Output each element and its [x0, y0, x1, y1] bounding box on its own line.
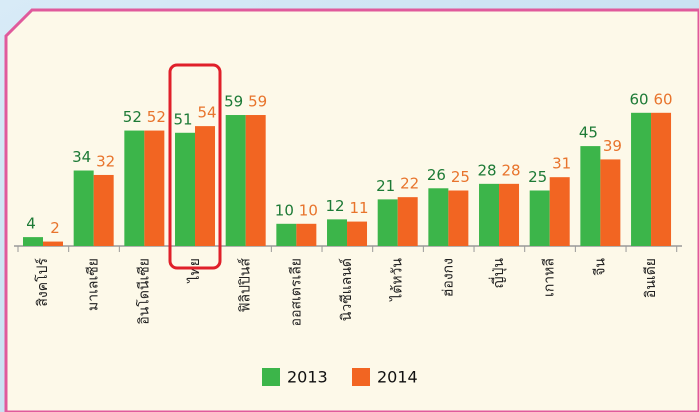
category-label: ฟิลิปปินส์: [237, 258, 254, 313]
category-label: จีน: [592, 258, 608, 276]
bar: [245, 115, 266, 247]
bar: [479, 183, 500, 246]
legend: 2013 2014: [262, 368, 418, 387]
category-label: ออสเตรเลีย: [288, 258, 304, 326]
bar: [225, 115, 246, 247]
value-label: 2: [50, 219, 60, 237]
highlight-box: [168, 63, 222, 270]
value-label: 59: [224, 93, 243, 111]
value-label: 54: [197, 104, 216, 122]
bar: [377, 199, 398, 246]
value-label: 28: [501, 161, 520, 179]
bar: [23, 237, 43, 246]
category-label: อินโดนีเซีย: [135, 258, 152, 325]
bar: [600, 159, 621, 246]
bar: [43, 241, 63, 246]
bar: [175, 132, 196, 246]
category-label: ไต้หวัน: [389, 258, 406, 302]
category-label: นิวซีแลนด์: [338, 258, 355, 321]
category-label: ญี่ปุ่น: [489, 258, 507, 289]
bar: [124, 130, 145, 246]
value-label: 11: [349, 199, 368, 217]
bar: [448, 190, 469, 246]
bars: 4 2 สิงคโปร์ 34 32 มาเลเซีย 52 52 อินโดนีเซีย 51 5…: [23, 90, 673, 326]
value-label: 51: [173, 110, 192, 128]
bar: [428, 188, 449, 246]
category-label: มาเลเซีย: [86, 258, 102, 311]
bar: [195, 126, 216, 246]
bar: [73, 170, 94, 246]
legend-swatch: [262, 368, 280, 386]
bar: [499, 183, 520, 246]
bar: [347, 221, 368, 246]
value-label: 26: [427, 166, 446, 184]
bar: [651, 112, 672, 246]
value-label: 52: [147, 108, 166, 126]
category-label: สิงคโปร์: [34, 258, 51, 307]
legend-label: 2014: [377, 368, 418, 387]
value-label: 39: [603, 137, 622, 155]
value-label: 32: [96, 152, 115, 170]
category-label: ฮ่องกง: [440, 258, 456, 297]
bar: [93, 174, 114, 246]
value-label: 10: [275, 201, 294, 219]
bar: [296, 223, 317, 246]
legend-label: 2013: [287, 368, 328, 387]
category-label: เกาหลี: [542, 258, 558, 297]
bar: [144, 130, 165, 246]
bar: [580, 146, 601, 246]
value-label: 22: [400, 175, 419, 193]
value-label: 45: [579, 124, 598, 142]
bar: [631, 112, 652, 246]
value-label: 52: [123, 108, 142, 126]
bar: [549, 177, 570, 246]
legend-swatch: [352, 368, 370, 386]
value-label: 25: [451, 168, 470, 186]
bar: [276, 223, 297, 246]
value-label: 12: [325, 197, 344, 215]
value-label: 21: [376, 177, 395, 195]
bar: [397, 197, 418, 246]
value-label: 34: [72, 148, 91, 166]
panel: [4, 8, 699, 412]
category-label: ไทย: [186, 258, 203, 283]
category-label: อินเดีย: [643, 258, 659, 298]
value-label: 28: [477, 161, 496, 179]
value-label: 4: [26, 215, 36, 233]
value-label: 25: [528, 168, 547, 186]
bar: [529, 190, 550, 246]
value-label: 60: [629, 90, 648, 108]
value-label: 31: [552, 155, 571, 173]
bar: [327, 219, 348, 246]
value-label: 10: [299, 201, 318, 219]
value-label: 60: [653, 90, 672, 108]
value-label: 59: [248, 93, 267, 111]
